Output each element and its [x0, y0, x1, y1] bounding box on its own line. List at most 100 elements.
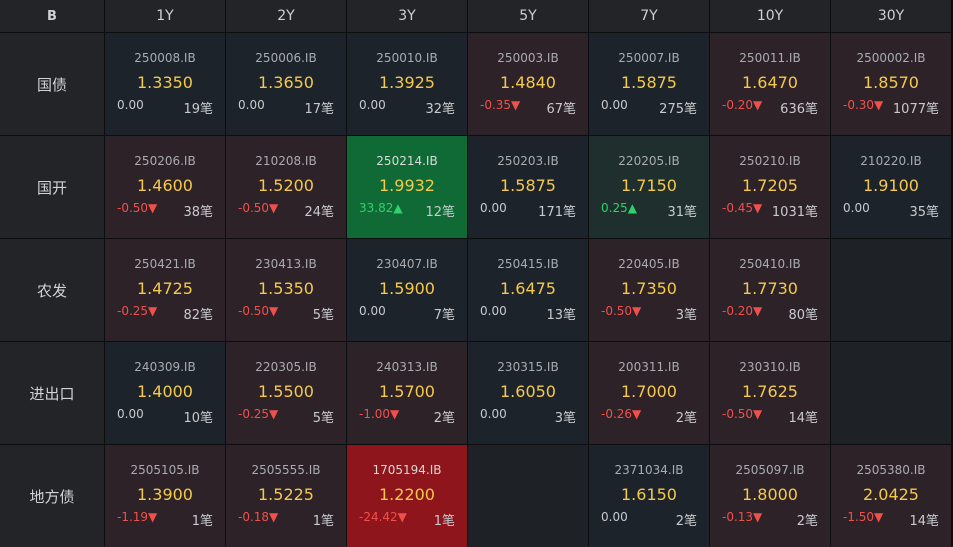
quote-cell[interactable]: 2371034.IB 1.6150 0.00 2笔 — [589, 445, 709, 547]
yield-change: -0.50▼ — [238, 304, 279, 318]
quote-cell[interactable]: 220305.IB 1.5500 -0.25▼ 5笔 — [226, 342, 346, 444]
quote-cell[interactable]: 2500002.IB 1.8570 -0.30▼ 1077笔 — [831, 33, 951, 135]
quote-cell[interactable]: 250415.IB 1.6475 0.00 13笔 — [468, 239, 588, 341]
trade-count: 1笔 — [433, 514, 455, 529]
quote-cell[interactable]: 230407.IB 1.5900 0.00 7笔 — [347, 239, 467, 341]
bond-code: 210208.IB — [255, 154, 317, 168]
quote-cell[interactable]: 250007.IB 1.5875 0.00 275笔 — [589, 33, 709, 135]
quote-cell[interactable]: 200311.IB 1.7000 -0.26▼ 2笔 — [589, 342, 709, 444]
empty-quote-cell — [831, 239, 951, 341]
empty-quote-cell — [831, 342, 951, 444]
quote-cell[interactable]: 250203.IB 1.5875 0.00 171笔 — [468, 136, 588, 238]
bond-code: 250210.IB — [739, 154, 801, 168]
yield-change: -0.20▼ — [722, 98, 763, 112]
yield-value: 1.7625 — [742, 382, 798, 401]
quote-cell[interactable]: 250206.IB 1.4600 -0.50▼ 38笔 — [105, 136, 225, 238]
trade-count: 67笔 — [546, 102, 576, 117]
quote-cell[interactable]: 250011.IB 1.6470 -0.20▼ 636笔 — [710, 33, 830, 135]
bond-code: 200311.IB — [618, 360, 680, 374]
issuer-label[interactable]: 国开 — [0, 136, 104, 238]
quote-cell[interactable]: 240313.IB 1.5700 -1.00▼ 2笔 — [347, 342, 467, 444]
tenor-header-30y[interactable]: 30Y — [831, 0, 951, 32]
yield-change: -0.45▼ — [722, 201, 763, 215]
trade-count: 31笔 — [667, 205, 697, 220]
bond-code: 2505555.IB — [251, 463, 321, 477]
yield-change: -0.25▼ — [238, 407, 279, 421]
yield-change: -0.26▼ — [601, 407, 642, 421]
tenor-header-10y[interactable]: 10Y — [710, 0, 830, 32]
trade-count: 5笔 — [312, 411, 334, 426]
quote-cell[interactable]: 2505555.IB 1.5225 -0.18▼ 1笔 — [226, 445, 346, 547]
issuer-label[interactable]: 农发 — [0, 239, 104, 341]
yield-change: -0.50▼ — [238, 201, 279, 215]
quote-cell[interactable]: 230413.IB 1.5350 -0.50▼ 5笔 — [226, 239, 346, 341]
quote-cell[interactable]: 230315.IB 1.6050 0.00 3笔 — [468, 342, 588, 444]
quote-cell[interactable]: 230310.IB 1.7625 -0.50▼ 14笔 — [710, 342, 830, 444]
yield-value: 1.7000 — [621, 382, 677, 401]
yield-change: 0.00 — [601, 510, 628, 524]
quote-cell[interactable]: 210208.IB 1.5200 -0.50▼ 24笔 — [226, 136, 346, 238]
bond-code: 250415.IB — [497, 257, 559, 271]
quote-cell[interactable]: 240309.IB 1.4000 0.00 10笔 — [105, 342, 225, 444]
bond-code: 220205.IB — [618, 154, 680, 168]
tenor-header-5y[interactable]: 5Y — [468, 0, 588, 32]
quote-cell[interactable]: 1705194.IB 1.2200 -24.42▼ 1笔 — [347, 445, 467, 547]
yield-change: -0.50▼ — [117, 201, 158, 215]
quote-cell[interactable]: 250410.IB 1.7730 -0.20▼ 80笔 — [710, 239, 830, 341]
yield-value: 1.4600 — [137, 176, 193, 195]
yield-change: 0.00 — [117, 98, 144, 112]
quote-cell[interactable]: 250003.IB 1.4840 -0.35▼ 67笔 — [468, 33, 588, 135]
quote-cell[interactable]: 250421.IB 1.4725 -0.25▼ 82笔 — [105, 239, 225, 341]
issuer-label[interactable]: 进出口 — [0, 342, 104, 444]
yield-change: 0.00 — [601, 98, 628, 112]
quote-cell[interactable]: 2505097.IB 1.8000 -0.13▼ 2笔 — [710, 445, 830, 547]
tenor-header-1y[interactable]: 1Y — [105, 0, 225, 32]
quote-cell[interactable]: 250008.IB 1.3350 0.00 19笔 — [105, 33, 225, 135]
yield-value: 1.5200 — [258, 176, 314, 195]
trade-count: 3笔 — [554, 411, 576, 426]
yield-value: 1.8000 — [742, 485, 798, 504]
quote-cell[interactable]: 250006.IB 1.3650 0.00 17笔 — [226, 33, 346, 135]
bond-code: 250203.IB — [497, 154, 559, 168]
yield-value: 1.7350 — [621, 279, 677, 298]
yield-value: 1.5875 — [621, 73, 677, 92]
trade-count: 2笔 — [675, 514, 697, 529]
bond-code: 210220.IB — [860, 154, 922, 168]
bond-code: 240309.IB — [134, 360, 196, 374]
bond-code: 220305.IB — [255, 360, 317, 374]
bond-code: 2505097.IB — [735, 463, 805, 477]
yield-change: 0.00 — [238, 98, 265, 112]
quote-cell[interactable]: 220205.IB 1.7150 0.25▲ 31笔 — [589, 136, 709, 238]
quote-cell[interactable]: 2505380.IB 2.0425 -1.50▼ 14笔 — [831, 445, 951, 547]
yield-change: 0.00 — [117, 407, 144, 421]
trade-count: 1笔 — [191, 514, 213, 529]
yield-change: -1.50▼ — [843, 510, 884, 524]
yield-change: -0.50▼ — [601, 304, 642, 318]
quote-cell[interactable]: 250214.IB 1.9932 33.82▲ 12笔 — [347, 136, 467, 238]
quote-cell[interactable]: 220405.IB 1.7350 -0.50▼ 3笔 — [589, 239, 709, 341]
yield-value: 1.3350 — [137, 73, 193, 92]
yield-value: 1.4000 — [137, 382, 193, 401]
trade-count: 35笔 — [909, 205, 939, 220]
yield-change: 0.00 — [480, 201, 507, 215]
tenor-header-2y[interactable]: 2Y — [226, 0, 346, 32]
yield-change: -0.30▼ — [843, 98, 884, 112]
yield-value: 1.3900 — [137, 485, 193, 504]
trade-count: 32笔 — [425, 102, 455, 117]
yield-change: 0.00 — [359, 98, 386, 112]
trade-count: 3笔 — [675, 308, 697, 323]
issuer-label[interactable]: 地方债 — [0, 445, 104, 547]
issuer-label[interactable]: 国债 — [0, 33, 104, 135]
quote-cell[interactable]: 250010.IB 1.3925 0.00 32笔 — [347, 33, 467, 135]
tenor-header-7y[interactable]: 7Y — [589, 0, 709, 32]
quote-cell[interactable]: 250210.IB 1.7205 -0.45▼ 1031笔 — [710, 136, 830, 238]
quote-cell[interactable]: 2505105.IB 1.3900 -1.19▼ 1笔 — [105, 445, 225, 547]
bond-code: 250410.IB — [739, 257, 801, 271]
bond-code: 2505380.IB — [856, 463, 926, 477]
trade-count: 80笔 — [788, 308, 818, 323]
tenor-header-3y[interactable]: 3Y — [347, 0, 467, 32]
bond-code: 1705194.IB — [372, 463, 442, 477]
trade-count: 2笔 — [433, 411, 455, 426]
quote-cell[interactable]: 210220.IB 1.9100 0.00 35笔 — [831, 136, 951, 238]
trade-count: 38笔 — [183, 205, 213, 220]
